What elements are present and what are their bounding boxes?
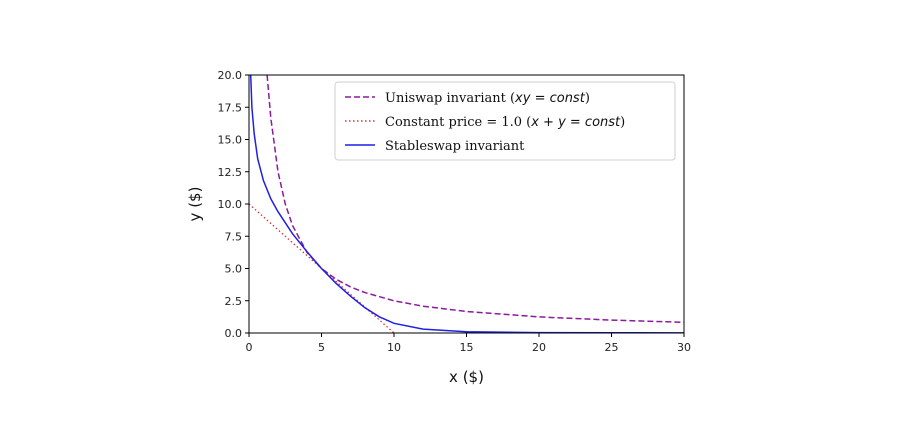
y-tick-label: 5.0: [225, 263, 243, 276]
x-tick-label: 20: [532, 341, 546, 354]
y-axis-label: y ($): [186, 187, 204, 222]
axes: 0 5 10 15 20 25 30 0.0 2.5 5.0 7.5 10.0 12.5 15.0 17.5…: [218, 69, 692, 354]
legend-box: [334, 81, 676, 161]
y-tick-label: 10.0: [218, 198, 243, 211]
legend-label-1: Uniswap invariant (xy = const): [385, 91, 590, 106]
y-tick-label: 15.0: [218, 134, 243, 147]
x-tick-label: 30: [677, 341, 691, 354]
y-tick-label: 20.0: [218, 69, 243, 82]
series-line-3: [249, 75, 684, 333]
legend-label-3: Stableswap invariant: [385, 139, 525, 154]
y-tick-label: 7.5: [225, 230, 243, 243]
series-line-1: [266, 75, 684, 324]
legend: Uniswap invariant (xy = const) Constant p…: [334, 81, 676, 161]
x-axis-label: x ($): [449, 368, 484, 386]
plot-area: [249, 75, 684, 333]
y-tick-label: 17.5: [218, 101, 243, 114]
y-tick-label: 2.5: [225, 295, 243, 308]
x-tick-label: 5: [318, 341, 325, 354]
x-tick-label: 10: [387, 341, 401, 354]
x-tick-label: 15: [460, 341, 474, 354]
legend-label-2: Constant price = 1.0 (x + y = const): [385, 115, 625, 130]
x-tick-label: 25: [605, 341, 619, 354]
y-tick-label: 12.5: [218, 166, 243, 179]
y-tick-label: 0.0: [225, 327, 243, 340]
x-tick-label: 0: [246, 341, 253, 354]
